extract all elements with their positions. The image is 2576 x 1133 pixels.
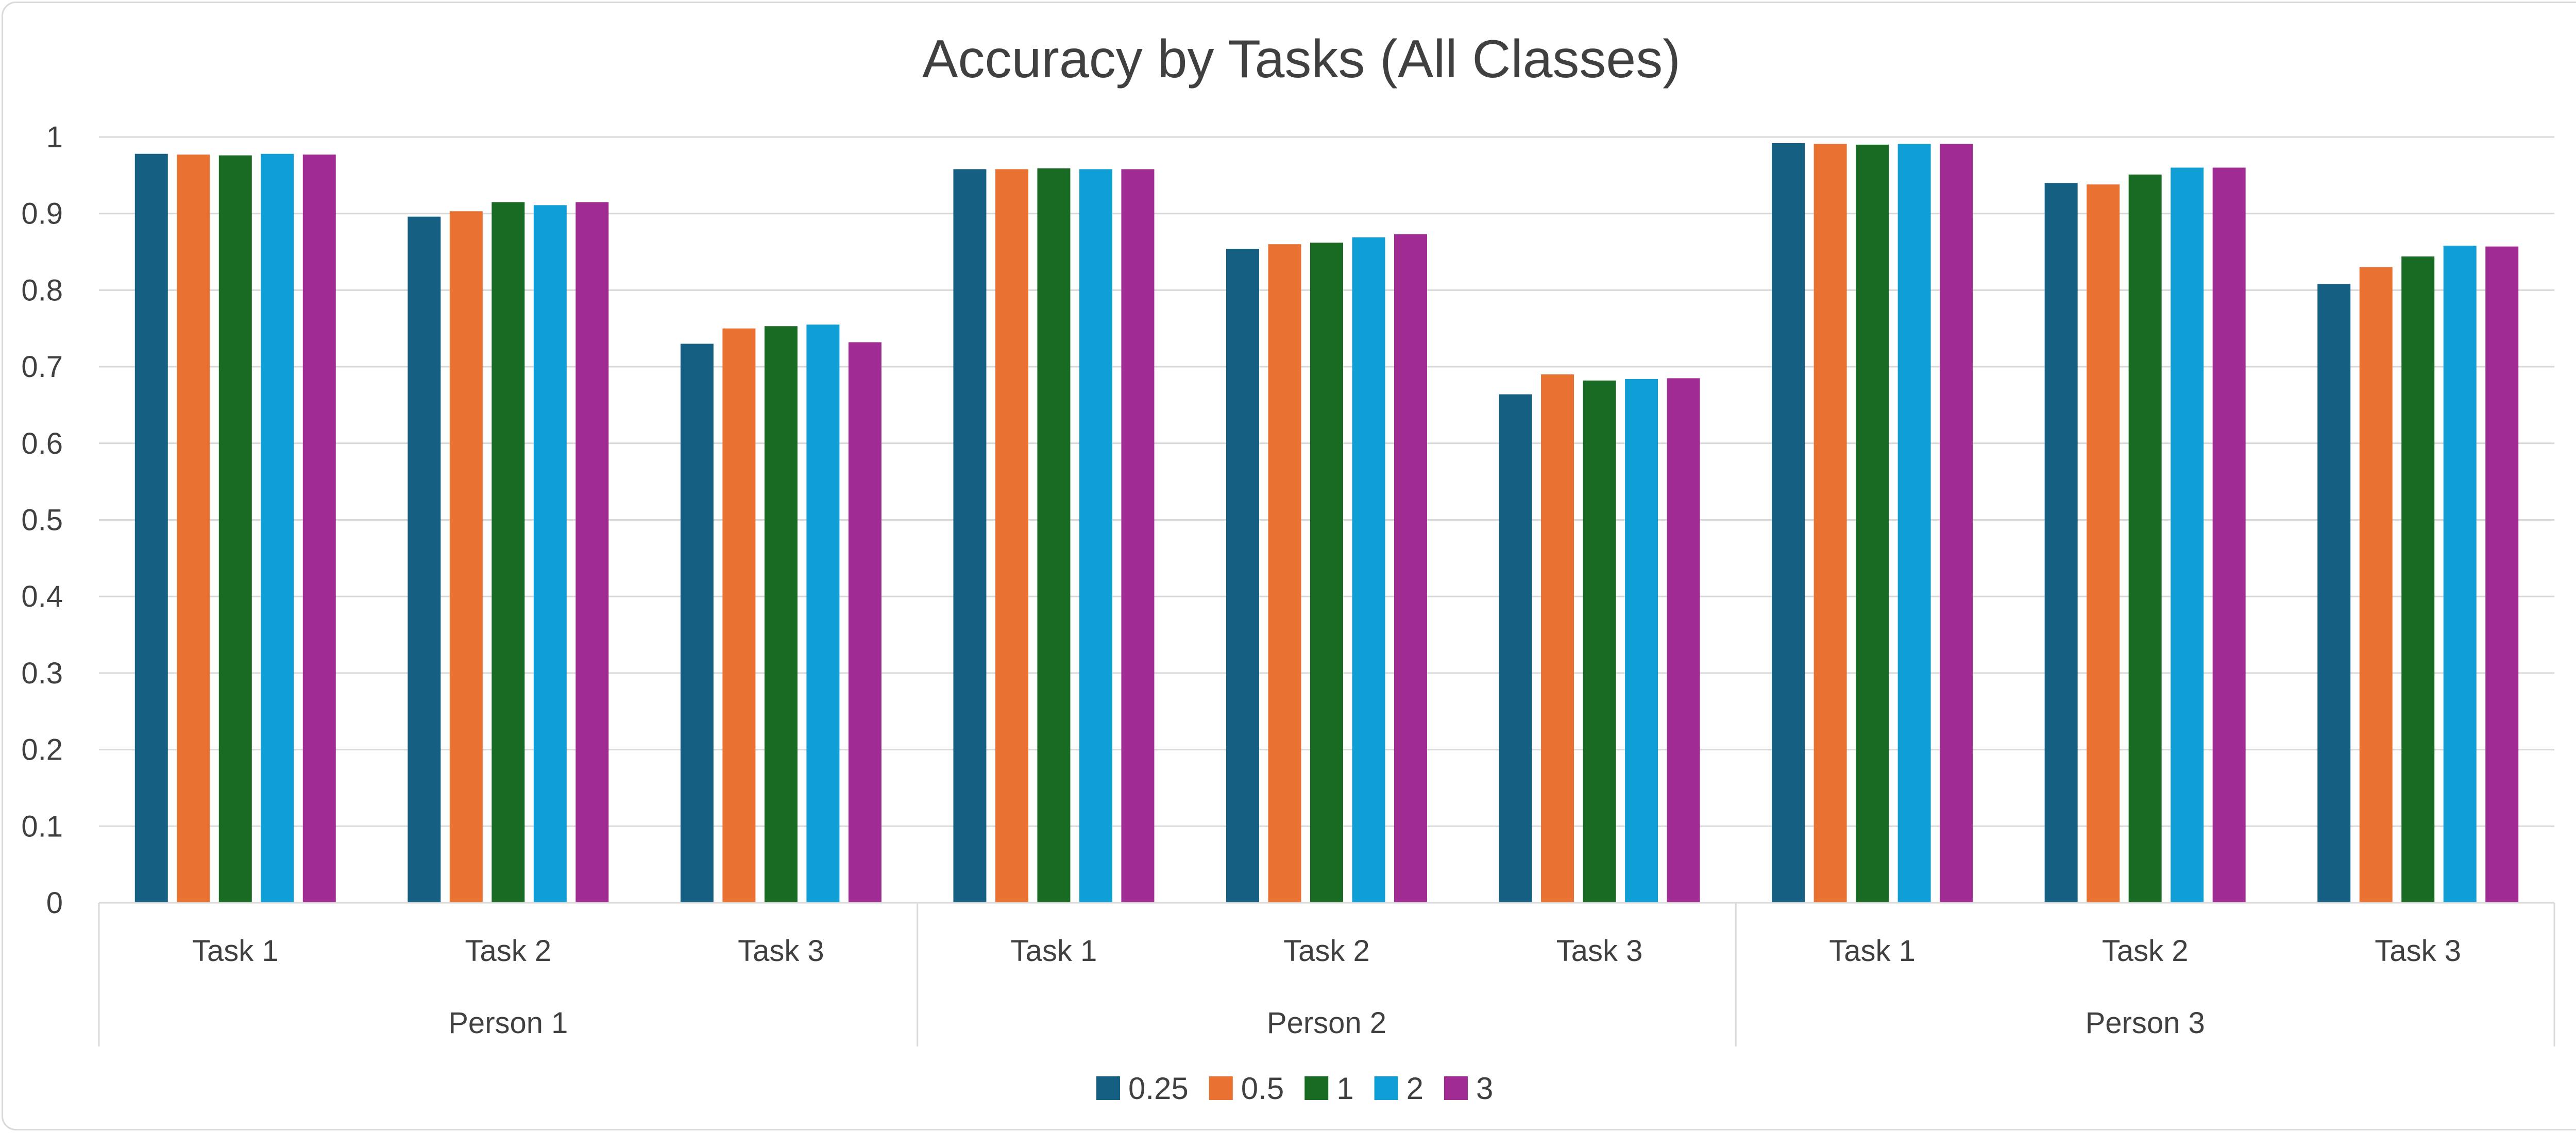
bar [848,342,882,903]
bar [2443,246,2477,903]
bar [2401,256,2435,903]
bar [134,153,168,903]
y-tick-label: 0.9 [21,197,63,231]
y-tick-label: 0.1 [21,810,63,843]
x-tick-label: Task 1 [1829,934,1916,968]
bar [2171,167,2204,903]
x-tick-label: Task 2 [465,934,552,968]
bar [2128,174,2162,903]
bar [533,205,567,903]
bar [1814,144,1847,903]
x-tick-label: Task 2 [1283,934,1370,968]
bar [1583,380,1616,903]
bar [1037,168,1071,903]
x-tick-label: Task 2 [2102,934,2189,968]
bars [134,143,2519,903]
bar [1079,169,1112,903]
legend-label: 0.5 [1241,1071,1284,1106]
bar [575,202,609,903]
bar [1352,237,1385,903]
y-tick-label: 0.5 [21,504,63,537]
legend-swatch [1209,1076,1233,1100]
legend-label: 3 [1476,1071,1493,1106]
legend-label: 0.25 [1128,1071,1189,1106]
legend-swatch [1304,1076,1329,1100]
y-tick-label: 0.7 [21,350,63,384]
bar [806,324,840,903]
x-tick-label: Task 3 [738,934,824,968]
group-label: Person 2 [1267,1006,1386,1040]
bar [995,169,1028,903]
bar [764,326,798,903]
legend-label: 1 [1336,1071,1353,1106]
bar [2485,246,2519,903]
bar [2212,167,2246,903]
bar [1121,169,1155,903]
x-axis-ticks: Task 1 Task 2 Task 3 Task 1 Task 2 Task 3 Task… [192,934,2461,1040]
y-tick-label: 0.6 [21,427,63,460]
group-label: Person 3 [2086,1006,2205,1040]
y-tick-label: 1 [46,121,63,154]
bar [1541,374,1574,903]
x-tick-label: Task 3 [1556,934,1643,968]
y-tick-label: 0.2 [21,733,63,767]
bar [1940,144,1973,903]
bar [2044,183,2078,903]
bar [1394,234,1427,903]
group-label: Person 1 [448,1006,568,1040]
y-tick-label: 0 [46,886,63,920]
legend: 0.25 0.5 1 2 3 [1096,1071,1493,1106]
chart-title: Accuracy by Tasks (All Classes) [922,29,1681,89]
y-tick-label: 0.3 [21,657,63,690]
bar [177,154,210,903]
bar [2087,184,2120,903]
bar [302,154,336,903]
bar [722,328,756,903]
legend-swatch [1374,1076,1398,1100]
bar [680,344,714,903]
y-axis-ticks: 0 0.1 0.2 0.3 0.4 0.5 0.6 0.7 0.8 0.9 1 [21,121,63,920]
legend-swatch [1444,1076,1468,1100]
bar [1856,144,1889,903]
legend-swatch [1096,1076,1120,1100]
bar [408,216,441,903]
bar [1499,394,1532,903]
bar [1226,249,1259,903]
legend-label: 2 [1406,1071,1423,1106]
bar [1310,243,1343,903]
bar [1772,143,1805,903]
bar [2317,284,2351,903]
x-tick-label: Task 1 [1011,934,1097,968]
y-tick-label: 0.4 [21,580,63,613]
bar [449,211,483,903]
x-tick-label: Task 3 [2375,934,2461,968]
x-tick-label: Task 1 [192,934,279,968]
bar [2359,267,2393,903]
bar [1667,378,1700,903]
bar [218,155,252,903]
bar [1897,144,1931,903]
bar [1625,379,1658,903]
y-tick-label: 0.8 [21,273,63,307]
bar [492,202,525,903]
bar [261,153,294,903]
x-axis [98,902,2555,1046]
bar [1268,244,1301,903]
bar [953,169,987,903]
